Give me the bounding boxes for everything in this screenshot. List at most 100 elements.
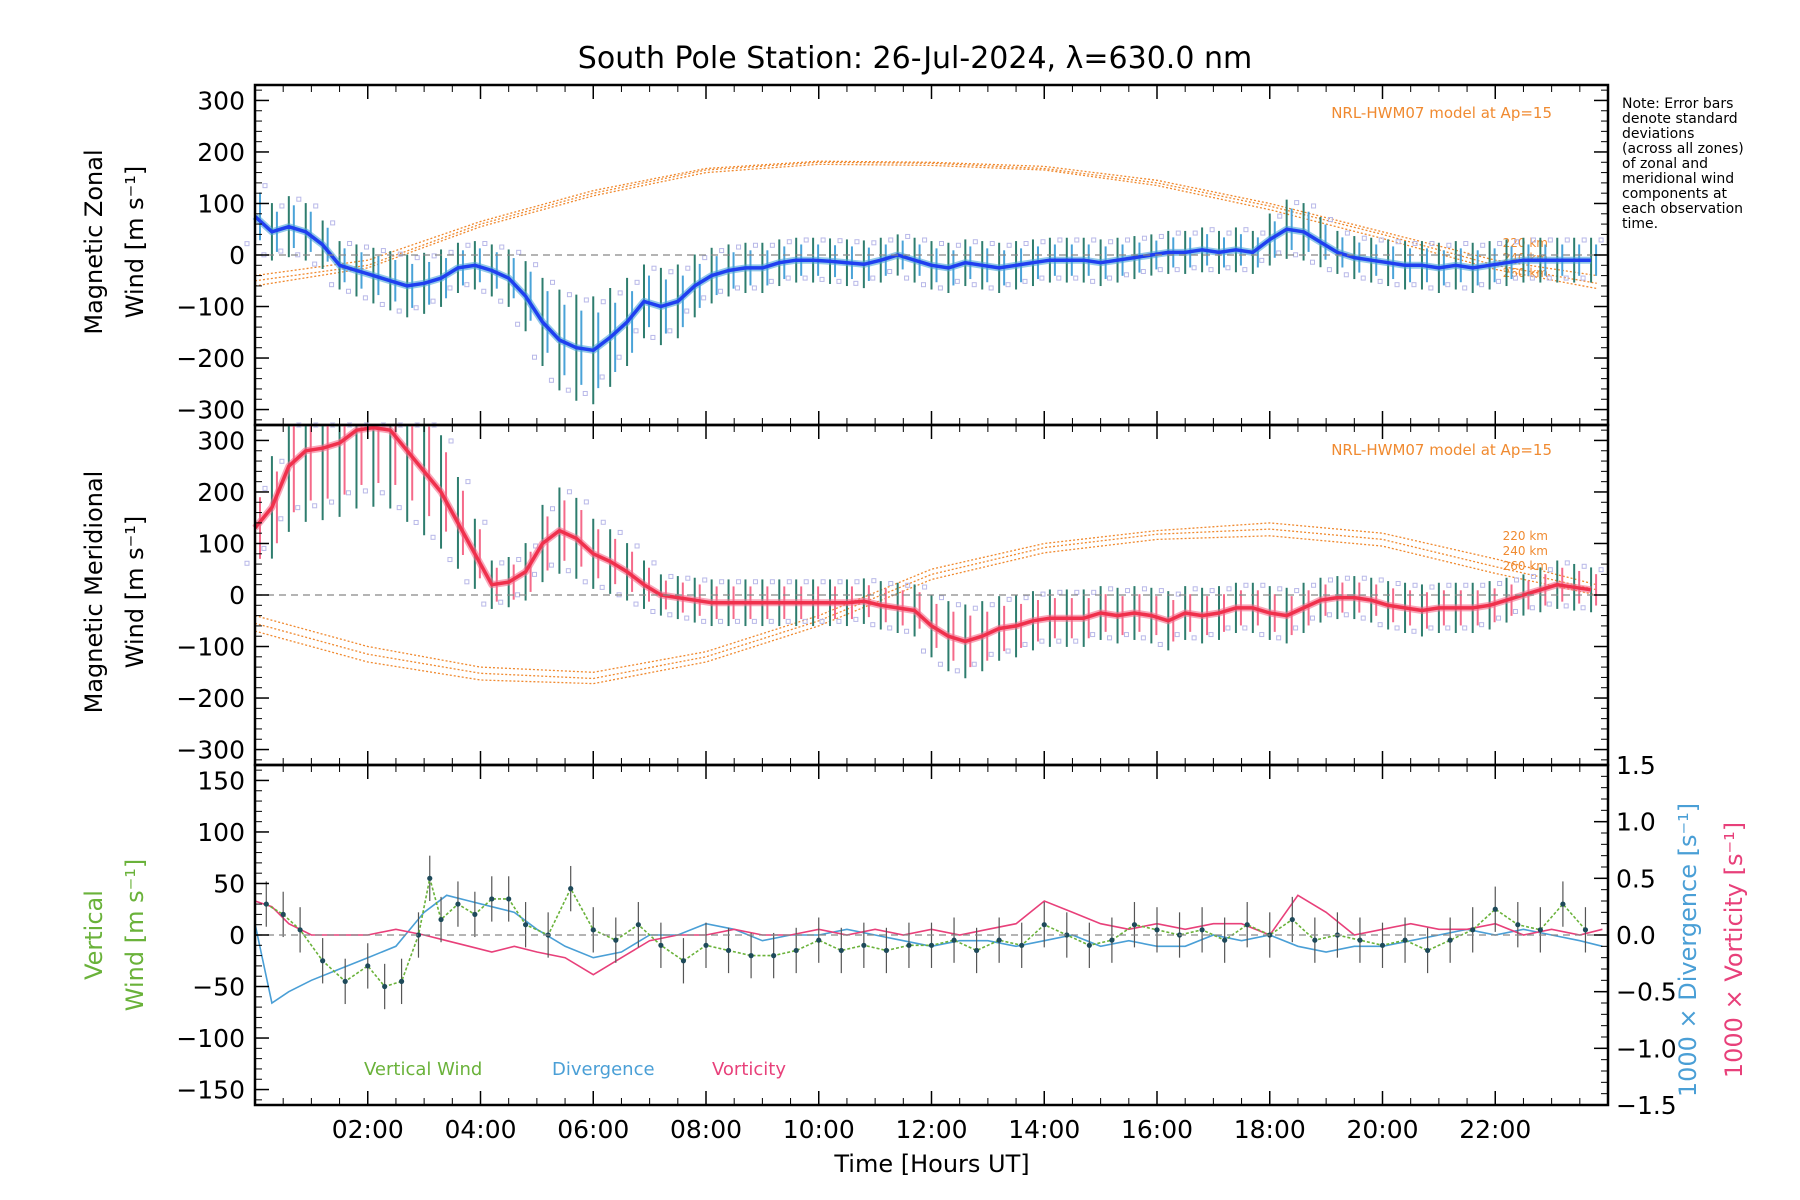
vertical-wind-point (489, 896, 495, 902)
zone-sample (1378, 237, 1384, 243)
y-tick-label: −100 (176, 293, 245, 322)
zone-sample (565, 387, 571, 393)
zone-sample (1529, 605, 1535, 611)
zone-sample (887, 625, 893, 631)
zone-sample (330, 220, 336, 226)
y-tick-label: 300 (197, 86, 245, 115)
zone-sample (1226, 586, 1232, 592)
zone-sample (702, 255, 708, 261)
zone-sample (1125, 237, 1131, 243)
zone-sample (345, 288, 351, 294)
zone-sample (1157, 641, 1163, 647)
zone-sample (1546, 601, 1552, 607)
zone-sample (1123, 272, 1129, 278)
zone-sample (533, 262, 539, 268)
zone-sample (1057, 589, 1063, 595)
vertical-wind-point (568, 886, 574, 892)
zone-sample (904, 275, 910, 281)
y2-tick-label: −1.5 (1616, 1091, 1677, 1120)
note-line: components at (1622, 186, 1728, 202)
zone-sample (1090, 632, 1096, 638)
zone-sample (1311, 582, 1317, 588)
zone-sample (1564, 237, 1570, 243)
zone-sample (1429, 241, 1435, 247)
zone-sample (1157, 267, 1163, 273)
zone-sample (582, 390, 588, 396)
vertical-wind-point (263, 901, 269, 907)
zone-sample (836, 278, 842, 284)
zone-sample (244, 560, 250, 566)
vertical-wind-point (427, 875, 433, 881)
y-tick-label: −100 (176, 1024, 245, 1053)
note-line: deviations (1622, 126, 1694, 142)
vertical-wind-point (297, 927, 303, 933)
vertical-wind-point (996, 937, 1002, 943)
zone-sample (1446, 242, 1452, 248)
zone-sample (684, 615, 690, 621)
zone-sample (379, 301, 385, 307)
zone-sample (1394, 625, 1400, 631)
zone-sample (786, 579, 792, 585)
zone-sample (905, 233, 911, 239)
zone-sample (1123, 632, 1129, 638)
zone-sample (1073, 275, 1079, 281)
zone-sample (1428, 285, 1434, 291)
zone-sample (1497, 581, 1503, 587)
zone-sample (1361, 235, 1367, 241)
zone-sample (684, 308, 690, 314)
x-tick-label: 14:00 (1008, 1115, 1080, 1144)
zone-sample (1074, 589, 1080, 595)
zone-sample (1445, 625, 1451, 631)
zone-sample (1361, 575, 1367, 581)
note-box: Note: Error bars denote standard deviati… (1622, 96, 1744, 232)
zone-sample (1174, 267, 1180, 273)
zone-sample (1411, 628, 1417, 634)
zone-sample (1108, 239, 1114, 245)
zone-sample (1073, 638, 1079, 644)
zone-sample (1547, 237, 1553, 243)
zone-sample (971, 661, 977, 667)
zone-sample (1463, 241, 1469, 247)
zone-sample (1023, 241, 1029, 247)
zone-sample (954, 278, 960, 284)
zone-sample (1530, 237, 1536, 243)
zone-sample (888, 237, 894, 243)
zone-sample (1496, 278, 1502, 284)
zone-sample (734, 285, 740, 291)
zone-sample (1479, 622, 1485, 628)
zone-sample (600, 299, 606, 305)
zone-sample (989, 241, 995, 247)
zone-sample (1446, 582, 1452, 588)
zone-sample (1225, 625, 1231, 631)
zone-sample (1175, 230, 1181, 236)
zone-sample (1294, 200, 1300, 206)
legend-vertical-wind: Vertical Wind (364, 1059, 482, 1080)
zone-sample (313, 203, 319, 209)
x-tick-label: 18:00 (1234, 1115, 1306, 1144)
zone-sample (329, 499, 335, 505)
vertical-wind-point (1560, 901, 1566, 907)
zone-sample (1512, 275, 1518, 281)
zone-sample (447, 285, 453, 291)
zone-sample (599, 374, 605, 380)
zone-sample (1529, 275, 1535, 281)
vertical-ylabel-line2: Wind [m s⁻¹] (121, 859, 149, 1011)
vertical-wind-point (1447, 937, 1453, 943)
vertical-wind-point (725, 947, 732, 954)
zone-sample (617, 529, 623, 535)
zone-sample (668, 269, 674, 275)
zone-sample (1022, 278, 1028, 284)
zone-sample (1208, 632, 1214, 638)
zone-sample (1191, 635, 1197, 641)
zone-sample (651, 265, 657, 271)
y-tick-label: 100 (197, 529, 245, 558)
zone-sample (465, 242, 471, 248)
zone-sample (312, 503, 318, 509)
zone-sample (1006, 242, 1012, 248)
x-tick-label: 16:00 (1121, 1115, 1193, 1144)
meridional-model-alt-label: 240 km (1503, 544, 1548, 558)
zone-sample (736, 579, 742, 585)
zone-sample (1107, 635, 1113, 641)
zone-sample (667, 612, 673, 618)
